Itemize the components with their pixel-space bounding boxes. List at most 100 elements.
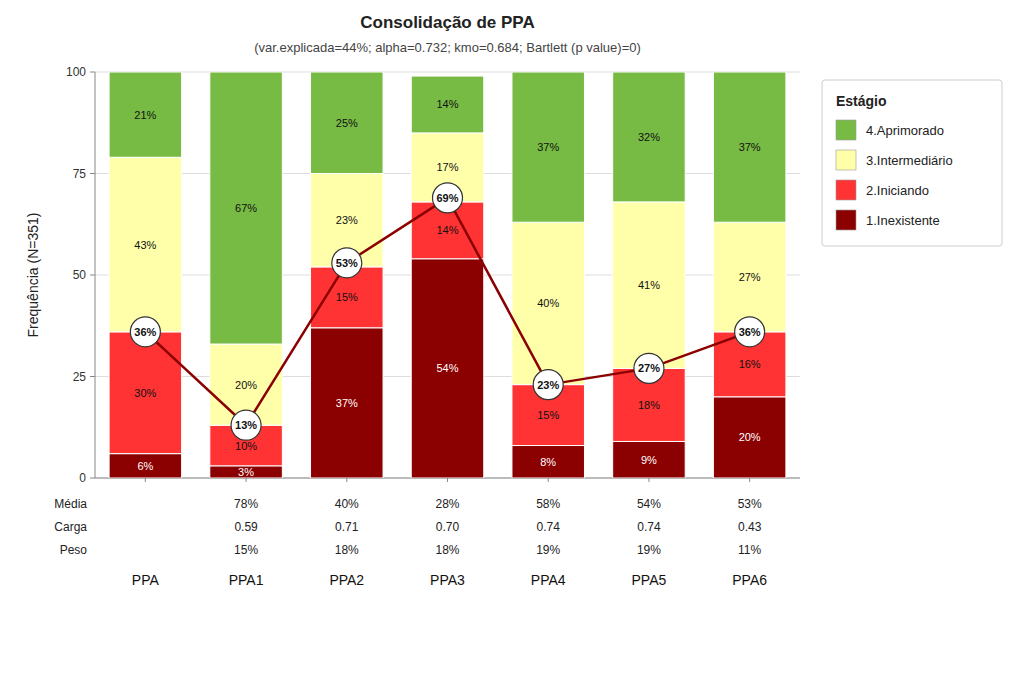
sub-label: 15% [234,543,258,557]
axis-label: Frequência (N=351) [25,213,41,338]
sub-label: 53% [738,497,762,511]
tick-label: 100 [66,65,86,79]
data-labels: 6%3%37%54%8%9%20%30%10%15%14%15%18%16%43… [134,98,761,477]
legend-title: Estágio [836,93,887,109]
data-label: 27% [739,271,761,283]
sub-label: 40% [335,497,359,511]
bar-segment [411,76,484,133]
x-tick [447,478,448,482]
category-label: PPA1 [229,572,264,588]
bar-segment [613,72,686,202]
line-marker [231,410,261,440]
data-label: 15% [537,409,559,421]
category-label: PPA6 [732,572,767,588]
bar-segment [109,72,182,157]
category-label: PPA3 [430,572,465,588]
sub-label-header: Média [54,497,87,511]
line-marker [130,317,160,347]
line-label: 53% [336,257,358,269]
sub-label: 54% [637,497,661,511]
sub-label: 28% [435,497,459,511]
data-label: 32% [638,131,660,143]
sub-label-header: Peso [60,543,88,557]
bar-segment [311,72,384,174]
bar-segment [109,157,182,332]
data-label: 9% [641,454,657,466]
legend-swatch [836,180,856,200]
line-label: 23% [537,379,559,391]
legend-swatch [836,150,856,170]
bar-segment [210,72,283,344]
data-label: 30% [134,387,156,399]
data-label: 41% [638,279,660,291]
grid-line [95,72,800,73]
legend-swatch [836,120,856,140]
tick-mark [90,275,95,276]
x-tick [749,478,750,482]
data-label: 54% [436,362,458,374]
data-label: 16% [739,358,761,370]
line-label: 36% [739,326,761,338]
category-label: PPA5 [632,572,667,588]
tick-mark [90,72,95,73]
line-marker [433,183,463,213]
legend-entry: 3.Intermediário [866,153,953,168]
data-label: 15% [336,291,358,303]
data-label: 8% [540,456,556,468]
sub-label: 11% [738,543,761,557]
line-label: 36% [134,326,156,338]
sub-label: 18% [435,543,459,557]
sub-label: 78% [234,497,258,511]
sub-labels: Média78%40%28%58%54%53%Carga0.590.710.70… [54,497,762,557]
data-label: 37% [739,141,761,153]
tick-mark [90,376,95,377]
bar-segment [512,446,585,478]
line [145,198,749,425]
bar-segment [411,259,484,478]
data-label: 14% [436,98,458,110]
data-label: 23% [336,214,358,226]
sub-label: 0.74 [637,520,661,534]
data-label: 20% [235,379,257,391]
data-label: 14% [436,224,458,236]
line-label: 13% [235,419,257,431]
sub-label: 0.74 [537,520,561,534]
line-marker [332,248,362,278]
bar-segment [512,222,585,384]
x-tick [648,478,649,482]
bar-segment [713,72,786,222]
legend-swatch [836,210,856,230]
bar-segment [109,332,182,454]
legend-entry: 4.Aprimorado [866,123,944,138]
tick-label: 50 [73,268,87,282]
sub-label: 19% [637,543,661,557]
x-tick [346,478,347,482]
bar-segment [109,454,182,478]
x-tick [548,478,549,482]
legend-frame [822,80,1002,246]
category-label: PPA [132,572,160,588]
line-label: 27% [638,362,660,374]
axis-line [95,72,96,478]
legend-entry: 1.Inexistente [866,213,940,228]
data-label: 6% [137,460,153,472]
data-label: 40% [537,297,559,309]
subtitle: (var.explicada=44%; alpha=0.732; kmo=0.6… [254,40,641,55]
sub-label: 0.43 [738,520,762,534]
data-label: 21% [134,109,156,121]
y-axis: 0255075100 [66,65,800,485]
tick-label: 25 [73,370,87,384]
x-tick [145,478,146,482]
title: Consolidação de PPA [360,13,534,32]
sub-label: 0.59 [234,520,258,534]
sub-label: 58% [536,497,560,511]
data-label: 18% [638,399,660,411]
sub-label: 19% [536,543,560,557]
bar-segment [311,328,384,478]
legend-entry: 2.Iniciando [866,183,929,198]
data-label: 67% [235,202,257,214]
data-label: 37% [336,397,358,409]
bar-segment [512,72,585,222]
data-label: 20% [739,431,761,443]
tick-mark [90,173,95,174]
